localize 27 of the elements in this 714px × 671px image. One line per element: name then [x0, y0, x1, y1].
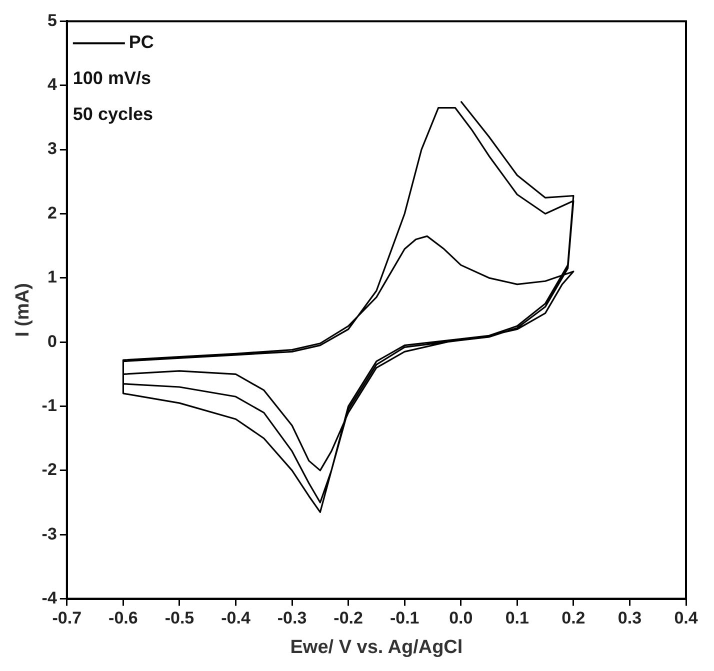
x-tick-label: -0.6: [108, 608, 138, 628]
x-tick-label: -0.1: [390, 608, 420, 628]
annotation: 50 cycles: [72, 104, 153, 124]
legend-label: PC: [128, 32, 154, 52]
x-tick-label: -0.2: [334, 608, 363, 628]
y-tick-label: -3: [42, 524, 57, 544]
x-tick-label: -0.7: [52, 608, 82, 628]
y-tick-label: 3: [47, 139, 57, 158]
y-tick-label: 5: [47, 10, 57, 30]
x-tick-label: -0.5: [164, 608, 194, 628]
y-axis-title: I (mA): [12, 283, 34, 337]
annotation: 100 mV/s: [72, 68, 151, 88]
x-tick-label: -0.4: [221, 608, 251, 628]
x-tick-label: -0.3: [277, 608, 307, 628]
x-tick-label: 0.0: [449, 608, 473, 628]
x-tick-label: 0.3: [618, 608, 642, 628]
y-tick-label: -4: [42, 588, 58, 608]
x-tick-label: 0.4: [674, 608, 698, 628]
x-axis-title: Ewe/ V vs. Ag/AgCl: [290, 636, 463, 658]
y-tick-label: -2: [42, 460, 57, 480]
x-tick-label: 0.2: [562, 608, 586, 628]
y-tick-label: 2: [47, 203, 57, 222]
y-tick-label: 1: [47, 268, 57, 287]
y-tick-label: 4: [47, 75, 58, 94]
x-tick-label: 0.1: [505, 608, 529, 628]
y-tick-label: 0: [47, 332, 57, 351]
y-tick-label: -1: [42, 396, 57, 415]
